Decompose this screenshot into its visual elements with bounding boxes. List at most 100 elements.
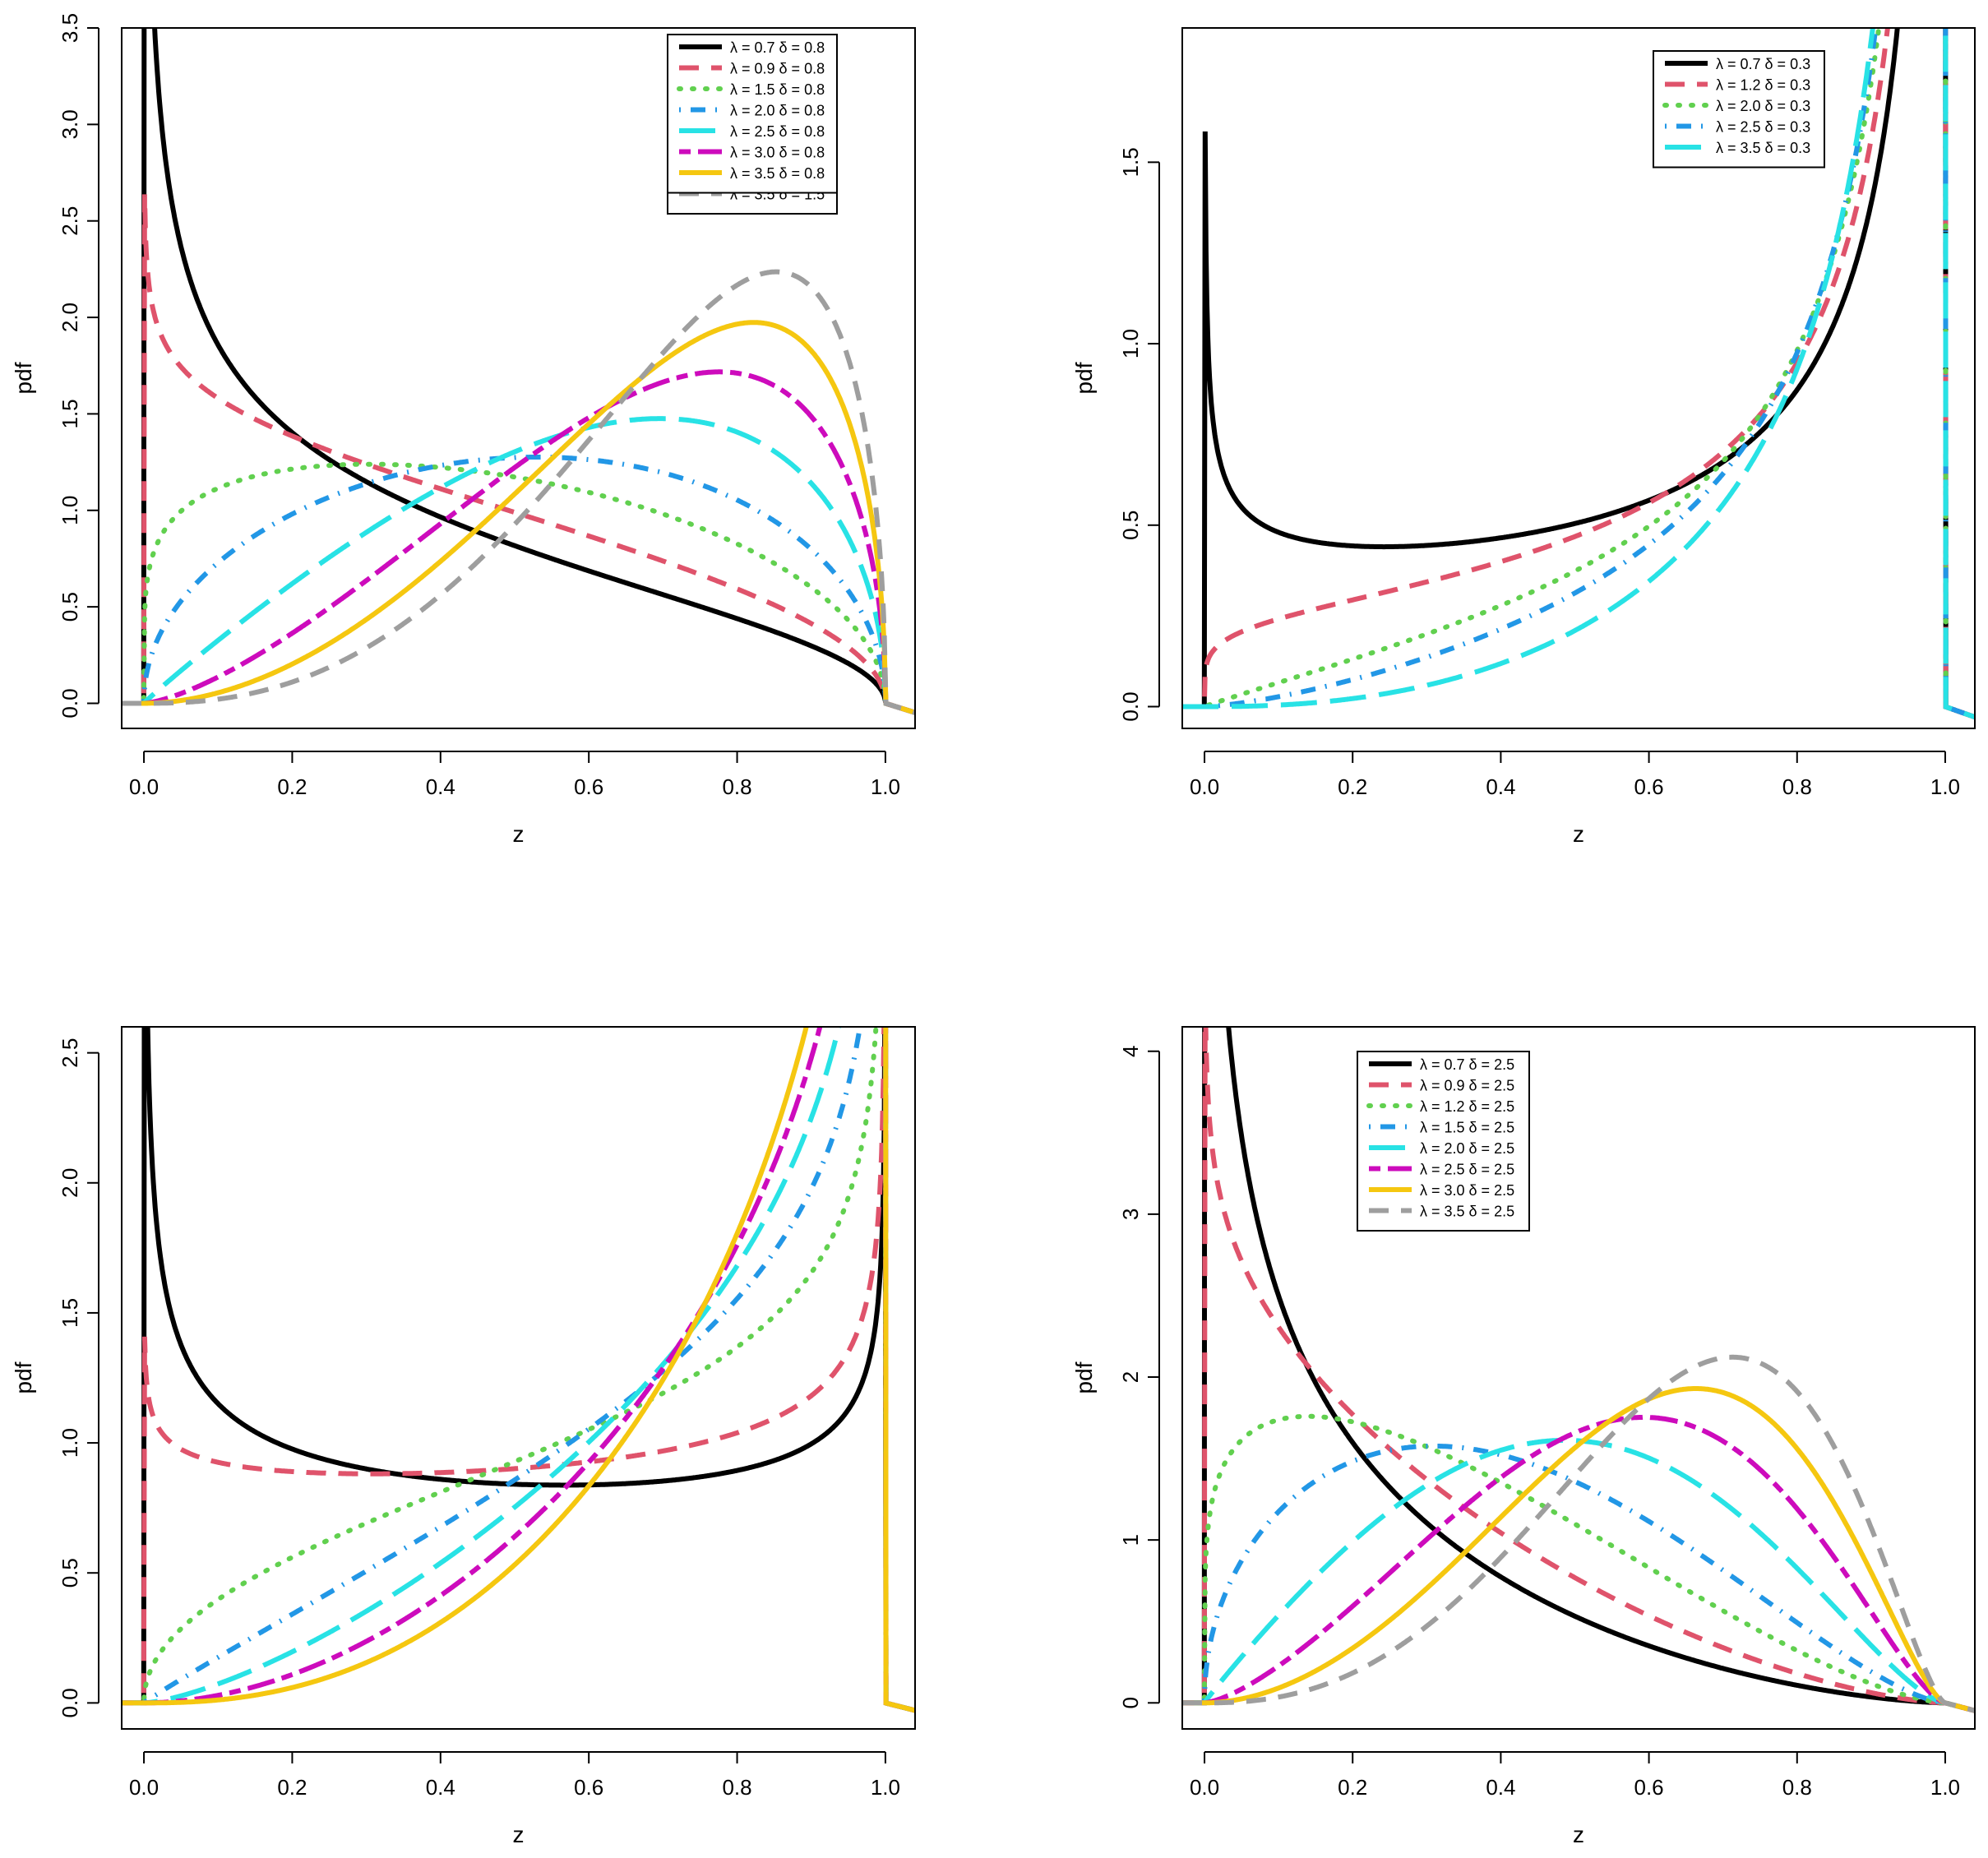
legend-label: λ = 2.5 δ = 0.3 xyxy=(1716,119,1810,136)
legend-label: λ = 2.5 δ = 2.5 xyxy=(1420,1162,1514,1178)
series-line-4 xyxy=(1182,28,1975,720)
y-tick-label: 1.0 xyxy=(1118,329,1143,358)
x-axis-label: z xyxy=(1573,1822,1584,1847)
series-line-7 xyxy=(122,269,915,715)
series-line-0 xyxy=(1182,28,1975,720)
series-line-1 xyxy=(1182,28,1975,720)
x-axis: 0.0 0.2 0.4 0.6 0.8 1.0 z xyxy=(1190,1751,1960,1847)
legend-label: λ = 3.5 δ = 2.5 xyxy=(1420,1204,1514,1220)
x-axis-label: z xyxy=(1573,821,1584,847)
series-line-2 xyxy=(1182,28,1975,720)
y-axis-label: pdf xyxy=(1071,1361,1097,1394)
legend-label: λ = 2.5 δ = 0.8 xyxy=(730,123,825,140)
y-tick-label: 4 xyxy=(1118,1045,1143,1056)
legend-label: λ = 3.5 δ = 0.3 xyxy=(1716,140,1810,156)
x-tick-label: 0.2 xyxy=(1338,774,1367,799)
x-axis: 0.0 0.2 0.4 0.6 0.8 1.0 z xyxy=(129,1751,900,1847)
curves xyxy=(122,28,915,715)
y-tick-label: 1.0 xyxy=(58,1428,82,1458)
curves xyxy=(122,1027,915,1713)
legend-label: λ = 2.0 δ = 0.8 xyxy=(730,103,825,119)
legend-label: λ = 3.5 δ = 0.8 xyxy=(730,165,825,182)
y-tick-label: 0.0 xyxy=(1118,691,1143,721)
series-line-3 xyxy=(122,1027,915,1713)
y-axis-label: pdf xyxy=(1071,362,1097,394)
legend: λ = 0.7 δ = 0.3 λ = 1.2 δ = 0.3 λ = 2.0 δ … xyxy=(1653,50,1825,169)
legend-label: λ = 1.5 δ = 2.5 xyxy=(1420,1120,1514,1136)
y-tick-label: 0 xyxy=(1118,1697,1143,1708)
x-tick-label: 0.6 xyxy=(1634,1775,1664,1800)
legend-label: λ = 3.0 δ = 2.5 xyxy=(1420,1182,1514,1199)
y-tick-label: 3.0 xyxy=(58,109,82,139)
legend-label: λ = 1.2 δ = 0.3 xyxy=(1716,77,1810,94)
y-axis: 0.0 0.5 1.0 1.5 2.0 2.5 pdf xyxy=(11,1038,99,1717)
y-tick-label: 0.0 xyxy=(58,1688,82,1717)
legend-label: λ = 0.7 δ = 0.8 xyxy=(730,39,825,56)
y-axis-label: pdf xyxy=(11,1361,36,1394)
legend-label: λ = 2.0 δ = 0.3 xyxy=(1716,98,1810,114)
x-tick-label: 0.6 xyxy=(574,1775,603,1800)
series-line-5 xyxy=(122,1027,915,1713)
series-line-4 xyxy=(122,1027,915,1713)
y-tick-label: 2.0 xyxy=(58,303,82,332)
series-line-1 xyxy=(1182,1027,1975,1713)
legend-label: λ = 1.5 δ = 0.8 xyxy=(730,81,825,98)
series-line-1 xyxy=(122,1027,915,1713)
y-tick-label: 0.5 xyxy=(1118,511,1143,540)
series-line-2 xyxy=(1182,1413,1975,1713)
curves xyxy=(1182,28,1975,720)
x-tick-label: 0.0 xyxy=(129,1775,159,1800)
legend-box xyxy=(667,34,838,194)
legend-label: λ = 0.7 δ = 2.5 xyxy=(1420,1056,1514,1073)
panel-top-right: 0.0 0.2 0.4 0.6 0.8 1.0 z 0.0 0.5 1.0 1.5 pdf λ = 0.… xyxy=(1071,27,1976,847)
legend-label: λ = 3.0 δ = 0.8 xyxy=(730,145,825,161)
x-tick-label: 0.8 xyxy=(722,774,751,799)
series-line-6 xyxy=(1182,1386,1975,1713)
series-line-3 xyxy=(122,455,915,715)
x-tick-label: 1.0 xyxy=(1930,1775,1960,1800)
series-line-6 xyxy=(122,1027,915,1713)
y-tick-label: 1.5 xyxy=(1118,147,1143,177)
x-tick-label: 0.4 xyxy=(1486,1775,1515,1800)
series-line-0 xyxy=(122,1027,915,1713)
y-tick-label: 3 xyxy=(1118,1209,1143,1220)
x-tick-label: 0.2 xyxy=(277,774,307,799)
y-tick-label: 1 xyxy=(1118,1534,1143,1546)
x-tick-label: 0.8 xyxy=(1782,1775,1812,1800)
x-tick-label: 0.0 xyxy=(129,774,159,799)
series-line-5 xyxy=(1182,1414,1975,1713)
x-tick-label: 0.0 xyxy=(1190,774,1219,799)
x-tick-label: 0.6 xyxy=(574,774,603,799)
y-tick-label: 1.5 xyxy=(58,399,82,428)
y-tick-label: 0.0 xyxy=(58,688,82,718)
y-axis: 0.0 0.5 1.0 1.5 2.0 2.5 3.0 3.5 pdf xyxy=(11,13,99,719)
x-axis: 0.0 0.2 0.4 0.6 0.8 1.0 z xyxy=(129,751,900,847)
legend-label: λ = 2.0 δ = 2.5 xyxy=(1420,1140,1514,1157)
series-line-1 xyxy=(122,194,915,715)
series-line-4 xyxy=(122,416,915,715)
series-line-5 xyxy=(122,369,915,715)
plot-frame xyxy=(121,1026,916,1730)
legend-label: λ = 0.9 δ = 0.8 xyxy=(730,61,825,77)
y-tick-label: 0.5 xyxy=(58,592,82,622)
x-tick-label: 0.6 xyxy=(1634,774,1664,799)
panel-bottom-right: 0.0 0.2 0.4 0.6 0.8 1.0 z 0 1 2 3 4 pdf λ = 0.7 δ = 2… xyxy=(1071,1026,1976,1847)
x-tick-label: 0.8 xyxy=(1782,774,1812,799)
panel-bottom-left: 0.0 0.2 0.4 0.6 0.8 1.0 z 0.0 0.5 1.0 1.5 2.0 2.5 pdf… xyxy=(11,34,916,1847)
x-axis-label: z xyxy=(513,1822,525,1847)
x-tick-label: 0.4 xyxy=(1486,774,1515,799)
plot-frame xyxy=(1181,1026,1976,1730)
series-line-0 xyxy=(122,28,915,715)
x-tick-label: 0.0 xyxy=(1190,1775,1219,1800)
y-axis: 0.0 0.5 1.0 1.5 pdf xyxy=(1071,147,1160,722)
x-tick-label: 0.4 xyxy=(426,774,455,799)
series-line-7 xyxy=(1182,1354,1975,1713)
y-tick-label: 1.0 xyxy=(58,496,82,525)
x-tick-label: 1.0 xyxy=(871,774,900,799)
legend-label: λ = 1.2 δ = 2.5 xyxy=(1420,1098,1514,1115)
series-line-3 xyxy=(1182,1444,1975,1713)
legend-box xyxy=(1357,1051,1530,1232)
x-axis-label: z xyxy=(513,821,525,847)
curves xyxy=(1182,1027,1975,1713)
y-tick-label: 0.5 xyxy=(58,1558,82,1588)
